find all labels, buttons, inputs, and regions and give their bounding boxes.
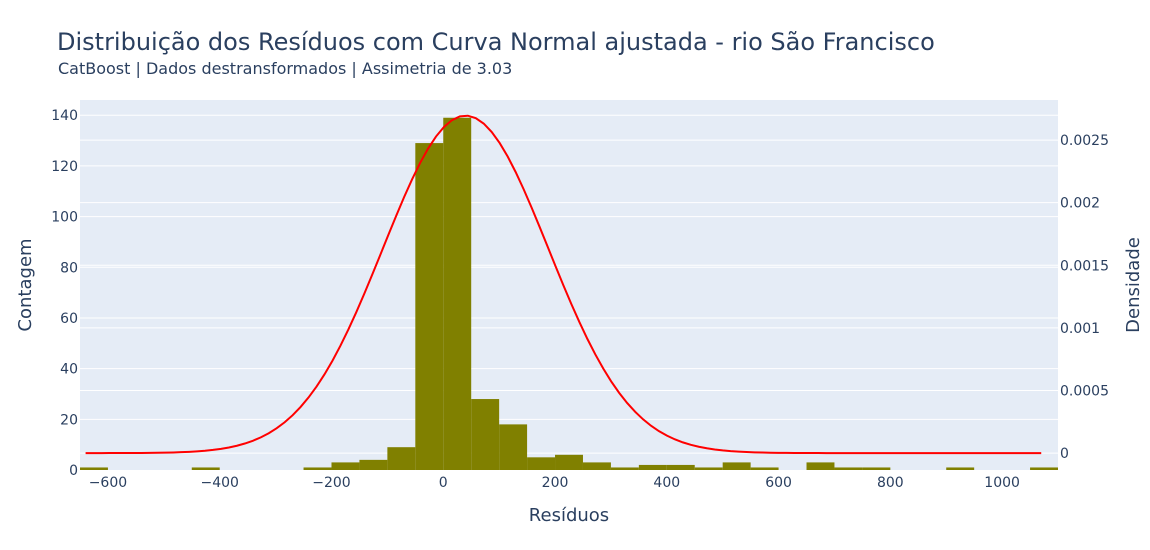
histogram-bar [1030, 467, 1058, 470]
histogram-bar [834, 467, 863, 470]
x-tick-label: 600 [765, 475, 792, 491]
y-tick-label: 60 [60, 311, 78, 327]
x-tick-label: 200 [542, 475, 569, 491]
chart-title: Distribuição dos Resíduos com Curva Norm… [57, 28, 935, 56]
histogram-bar [862, 467, 891, 470]
histogram-bar [806, 462, 835, 470]
y2-tick-label: 0.0015 [1060, 258, 1109, 274]
x-axis-title: Resíduos [529, 505, 609, 526]
x-tick-label: −200 [312, 475, 350, 491]
normal-curve-layer [85, 114, 1042, 455]
normal-curve-line [85, 114, 1042, 455]
histogram-bar [471, 399, 500, 470]
y2-axis-ticks: 0 0.0005 0.001 0.0015 0.002 0.0025 [1060, 133, 1109, 462]
plot-background [80, 100, 1058, 470]
histogram-bar [191, 467, 220, 470]
histogram-bar [499, 424, 528, 470]
y-tick-label: 20 [60, 412, 78, 428]
y-axis-ticks: 0 20 40 60 80 100 120 140 [51, 108, 78, 479]
y2-tick-label: 0.0005 [1060, 383, 1109, 399]
histogram-bar [946, 467, 975, 470]
histogram-bar [527, 457, 556, 470]
histogram-bar [387, 447, 416, 470]
y-tick-label: 40 [60, 362, 78, 378]
y2-tick-label: 0 [1060, 446, 1069, 462]
histogram-bar [443, 117, 472, 471]
histogram-bar [303, 467, 332, 470]
y2-axis-title: Densidade [1123, 237, 1144, 333]
histogram-bar [80, 467, 108, 470]
histogram-bar [750, 467, 779, 470]
histogram-bar [331, 462, 360, 470]
gridlines [80, 114, 1058, 454]
x-tick-label: 800 [877, 475, 904, 491]
y-tick-label: 0 [69, 463, 78, 479]
y-tick-label: 120 [51, 159, 78, 175]
histogram-bar [722, 462, 751, 470]
histogram-bar [610, 467, 639, 470]
y2-tick-label: 0.0025 [1060, 133, 1109, 149]
chart-subtitle: CatBoost | Dados destransformados | Assi… [58, 59, 512, 78]
histogram-bar [555, 454, 583, 470]
x-tick-label: 1000 [984, 475, 1020, 491]
y-tick-label: 100 [51, 210, 78, 226]
x-tick-label: −600 [89, 475, 127, 491]
histogram-bar [415, 143, 444, 470]
histogram-bar [582, 462, 611, 470]
y2-tick-label: 0.001 [1060, 321, 1100, 337]
x-tick-label: −400 [200, 475, 238, 491]
x-tick-label: 400 [653, 475, 680, 491]
histogram-bar [666, 464, 695, 470]
x-tick-label: 0 [439, 475, 448, 491]
histogram-bar [694, 467, 723, 470]
y-tick-label: 80 [60, 260, 78, 276]
x-axis-ticks: −600 −400 −200 0 200 400 600 800 1000 [89, 475, 1020, 491]
y-tick-label: 140 [51, 108, 78, 124]
y2-tick-label: 0.002 [1060, 196, 1100, 212]
histogram-bars [80, 117, 1058, 471]
y-axis-title: Contagem [15, 238, 36, 331]
histogram-bar [638, 464, 667, 470]
histogram-bar [359, 459, 388, 470]
